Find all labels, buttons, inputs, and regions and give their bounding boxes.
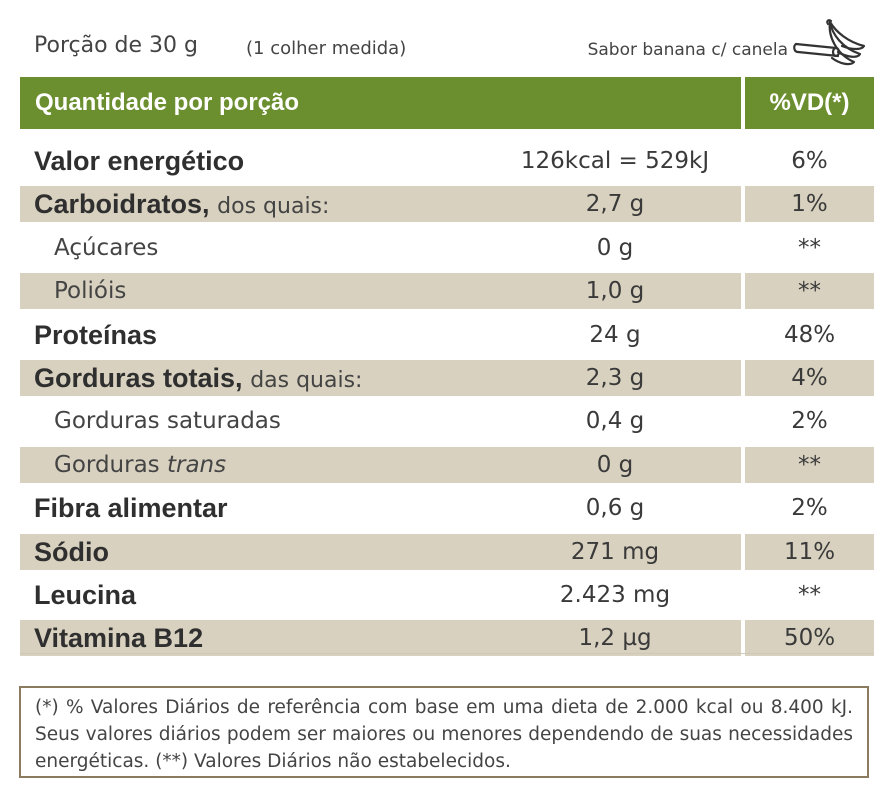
nutrient-name: Polióis bbox=[54, 278, 127, 305]
nutrient-quantity: 0 g bbox=[596, 451, 634, 478]
nutrient-name: Vitamina B12 bbox=[34, 623, 204, 654]
nutrient-quantity: 2,7 g bbox=[585, 191, 645, 218]
nutrient-quantity: 271 mg bbox=[570, 538, 660, 565]
nutrient-name: Valor energético bbox=[34, 146, 245, 176]
nutrient-vd: 4% bbox=[791, 364, 828, 391]
nutrient-vd: ** bbox=[798, 278, 821, 305]
nutrition-table: Quantidade por porção %VD(*) Valor energ… bbox=[20, 77, 874, 661]
header-vd-cell: %VD(*) bbox=[745, 77, 874, 129]
nutrient-quantity: 1,2 µg bbox=[578, 625, 652, 652]
table-bottom-divider bbox=[20, 653, 874, 654]
table-row: Gorduras saturadas 0,4 g 2% bbox=[20, 400, 874, 443]
nutrient-vd: 6% bbox=[791, 148, 828, 174]
nutrient-vd: ** bbox=[798, 581, 821, 608]
nutrient-vd: 48% bbox=[783, 321, 836, 348]
nutrient-vd: 1% bbox=[791, 191, 828, 218]
nutrient-qualifier: trans bbox=[166, 451, 227, 478]
nutrient-vd: 2% bbox=[791, 495, 828, 522]
nutrient-quantity: 0 g bbox=[596, 234, 634, 261]
nutrient-vd: 50% bbox=[783, 625, 836, 652]
table-row: Gorduras totais, das quais: 2,3 g 4% bbox=[20, 357, 874, 400]
nutrient-name: Gorduras saturadas bbox=[54, 408, 281, 435]
nutrient-name: Açúcares bbox=[54, 234, 159, 261]
nutrient-name: Gorduras totais, das quais: bbox=[34, 362, 363, 393]
header-quantity-label: Quantidade por porção bbox=[35, 89, 300, 116]
table-row: Proteínas 24 g 48% bbox=[20, 314, 874, 357]
table-body: Valor energético 126kcal = 529kJ 6% Carb… bbox=[20, 140, 874, 661]
nutrient-quantity: 126kcal = 529kJ bbox=[520, 148, 710, 174]
footnote-box: (*) % Valores Diários de referência com … bbox=[19, 686, 869, 778]
table-header: Quantidade por porção %VD(*) bbox=[20, 77, 874, 129]
flavor-label: Sabor banana c/ canela bbox=[587, 40, 788, 60]
nutrient-name: Carboidratos, dos quais: bbox=[34, 189, 330, 220]
nutrient-name: Gorduras trans bbox=[54, 451, 227, 478]
table-row: Polióis 1,0 g ** bbox=[20, 270, 874, 313]
header-vd-label: %VD(*) bbox=[769, 89, 850, 116]
table-row: Gorduras trans 0 g ** bbox=[20, 444, 874, 487]
portion-size: Porção de 30 g bbox=[34, 33, 198, 58]
table-row: Açúcares 0 g ** bbox=[20, 227, 874, 270]
nutrient-vd: ** bbox=[798, 234, 821, 261]
label-header: Porção de 30 g (1 colher medida) Sabor b… bbox=[0, 0, 894, 76]
table-row: Fibra alimentar 0,6 g 2% bbox=[20, 487, 874, 530]
nutrient-name: Proteínas bbox=[34, 319, 158, 350]
table-row: Leucina 2.423 mg ** bbox=[20, 574, 874, 617]
nutrient-quantity: 0,6 g bbox=[585, 495, 645, 522]
nutrient-qualifier: dos quais: bbox=[217, 194, 330, 220]
nutrient-quantity: 0,4 g bbox=[585, 408, 645, 435]
nutrient-quantity: 24 g bbox=[589, 321, 641, 348]
nutrient-vd: 2% bbox=[791, 408, 828, 435]
nutrient-vd: 11% bbox=[783, 538, 836, 565]
nutrient-name: Fibra alimentar bbox=[34, 493, 228, 524]
nutrient-quantity: 2.423 mg bbox=[559, 581, 671, 608]
table-row: Carboidratos, dos quais: 2,7 g 1% bbox=[20, 183, 874, 226]
banana-cinnamon-icon bbox=[793, 19, 866, 66]
nutrient-name: Sódio bbox=[34, 536, 109, 567]
nutrient-quantity: 1,0 g bbox=[585, 278, 645, 305]
portion-measure: (1 colher medida) bbox=[246, 38, 407, 59]
nutrient-vd: ** bbox=[798, 451, 821, 478]
nutrient-qualifier: das quais: bbox=[250, 367, 363, 393]
header-quantity-cell: Quantidade por porção bbox=[20, 77, 741, 129]
table-row: Valor energético 126kcal = 529kJ 6% bbox=[20, 140, 874, 183]
table-row: Sódio 271 mg 11% bbox=[20, 531, 874, 574]
nutrient-quantity: 2,3 g bbox=[585, 364, 645, 391]
table-row: Vitamina B12 1,2 µg 50% bbox=[20, 617, 874, 660]
nutrient-name: Leucina bbox=[34, 579, 137, 610]
